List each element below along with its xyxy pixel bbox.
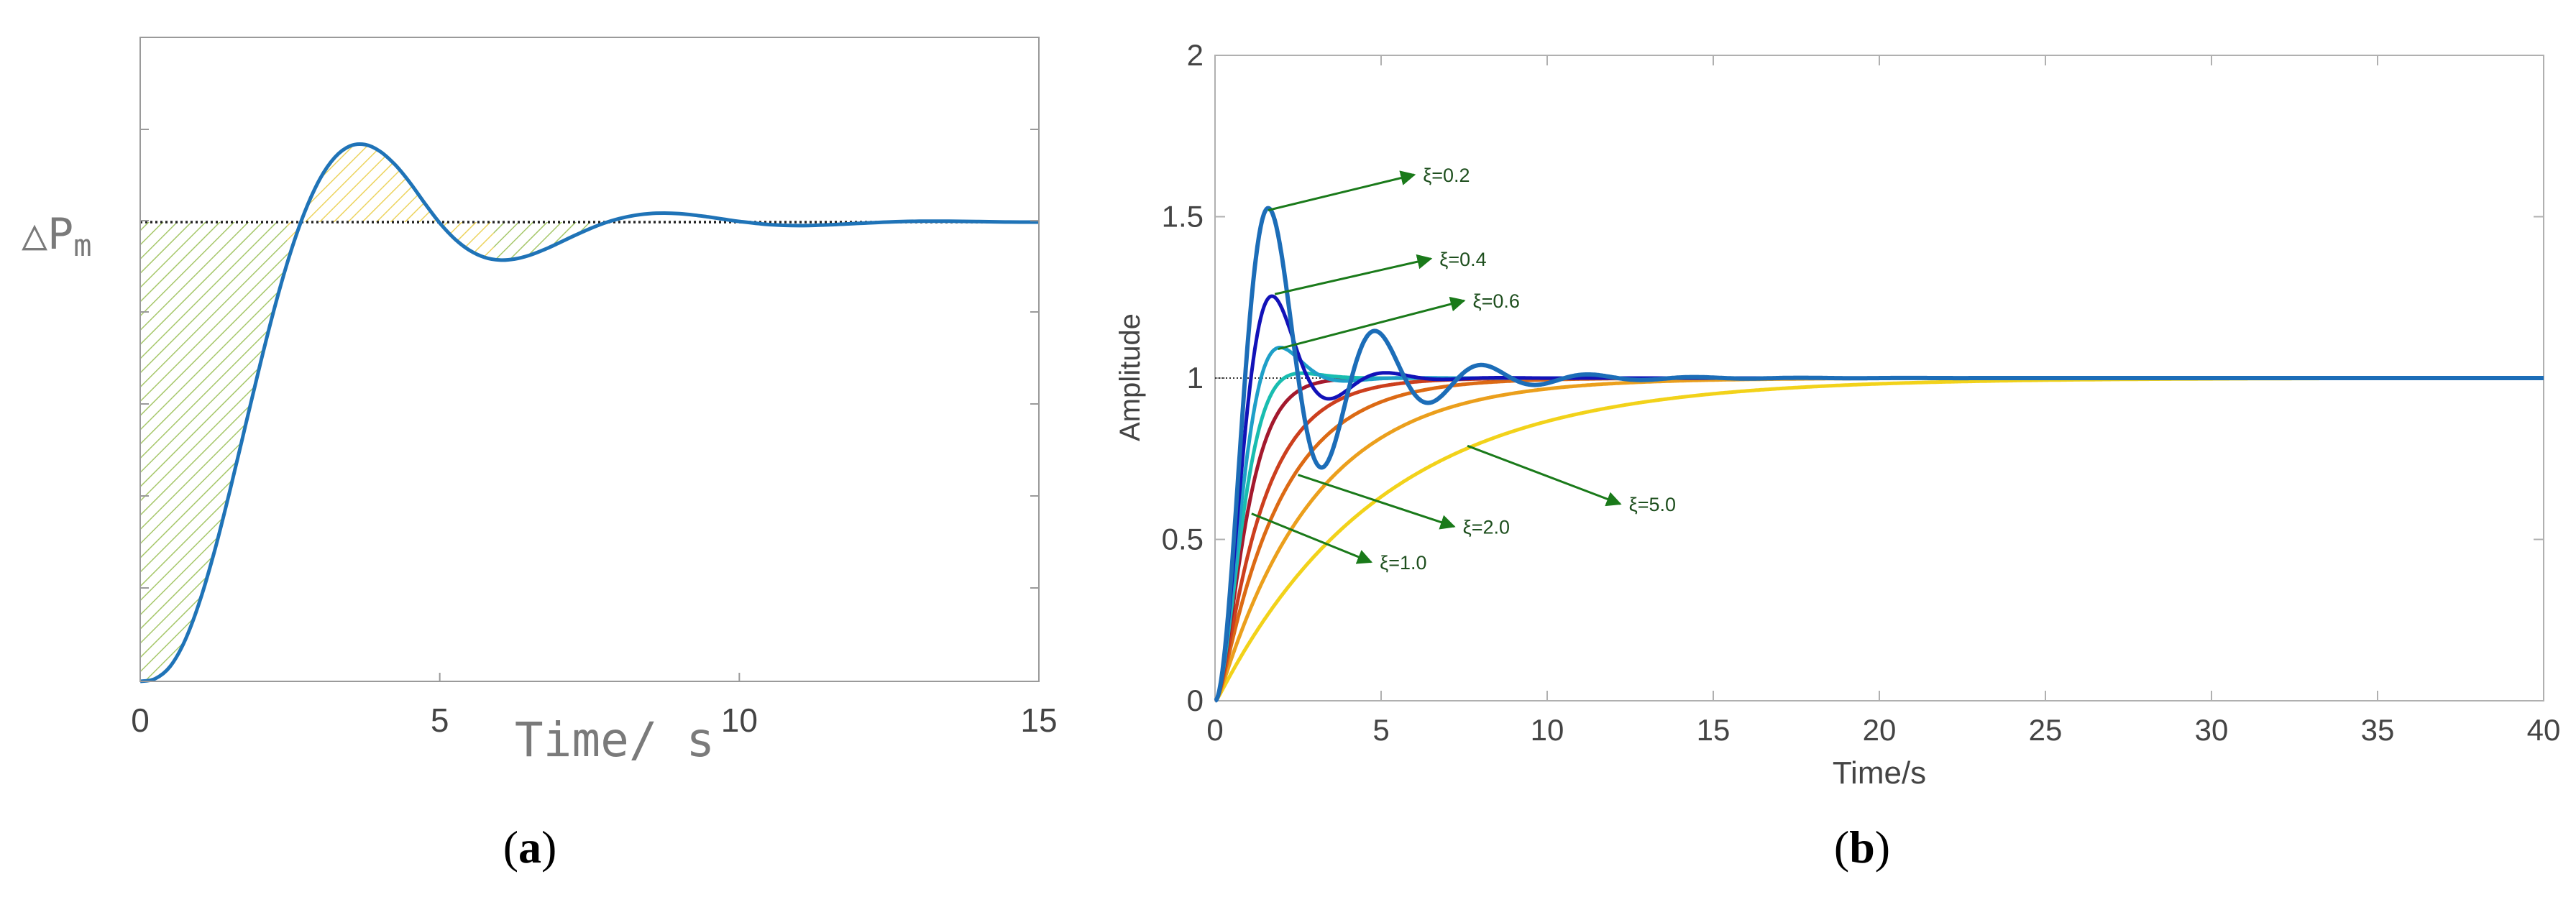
panel-a-y-axis-label: △Pm: [22, 209, 92, 263]
panel-b-x-tick-label-0: 0: [1206, 713, 1223, 747]
panel-b-series-5: [1214, 376, 2544, 703]
panel-a-chart: 0 5 10 15 △Pm Time/ s (a): [22, 37, 1058, 873]
panel-b-caption: (b): [1834, 822, 1890, 873]
panel-b-x-tick-label-2: 10: [1531, 713, 1564, 747]
panel-a-response-curve: [139, 142, 1040, 684]
panel-b-x-tick-label-1: 5: [1372, 713, 1389, 747]
panel-a-x-tick-label-2: 10: [721, 702, 758, 739]
panel-b-x-axis-label: Time/s: [1833, 755, 1926, 791]
panel-b-x-tick-label-3: 15: [1697, 713, 1731, 747]
panel-a-axes-box: [139, 37, 1040, 682]
panel-b-ticks: 0 5 10 15 20 25 30 35 40 0 0.5 1 1.5 2: [1162, 38, 2561, 747]
panel-b-annotation-arrow-3: [1251, 512, 1373, 564]
panel-a-shaded-region-0: [140, 222, 288, 681]
panel-b-annotation-arrow-5: [1467, 444, 1622, 507]
panel-a-caption: (a): [503, 822, 557, 873]
panel-b-x-tick-label-5: 25: [2029, 713, 2063, 747]
panel-b-series-2: [1214, 376, 2544, 703]
panel-b-x-tick-label-7: 35: [2361, 713, 2395, 747]
panel-a-x-tick-label-0: 0: [131, 702, 150, 739]
panel-b-y-axis-label: Amplitude: [1114, 313, 1146, 441]
panel-a-x-tick-label-1: 5: [431, 702, 449, 739]
panel-b-x-tick-label-4: 20: [1863, 713, 1897, 747]
panel-b-series-1: [1214, 376, 2544, 703]
panel-a-x-tick-label-3: 15: [1020, 702, 1057, 739]
panel-b-series-0-2: [1214, 206, 2544, 703]
panel-b-y-tick-label-1: 0.5: [1162, 523, 1204, 556]
panel-a-x-ticks: 0 5 10 15: [131, 673, 1058, 739]
panel-b-series-0-6: [1214, 346, 2544, 703]
panel-b-annotation-label-5: ξ=5.0: [1629, 494, 1676, 515]
panel-b-y-tick-label-2: 1: [1187, 361, 1204, 395]
panel-b-y-tick-label-0: 0: [1187, 684, 1204, 717]
panel-b-series-lines: [1214, 206, 2544, 703]
panel-b-series-0-4: [1214, 294, 2544, 703]
panel-b-annotation-label-0: ξ=0.2: [1423, 165, 1470, 186]
panel-b-annotation-arrow-2: [1278, 296, 1466, 351]
panel-b-annotations: ξ=0.2 ξ=0.4 ξ=0.6 ξ=1.0 ξ=2.0 ξ=5.0: [1251, 165, 1676, 574]
panel-b-annotation-label-1: ξ=0.4: [1439, 249, 1486, 270]
panel-b-x-tick-label-8: 40: [2527, 713, 2561, 747]
panel-b-annotation-arrow-1: [1274, 254, 1433, 295]
panel-b-annotation-arrow-0: [1268, 170, 1416, 211]
panel-b-annotation-label-2: ξ=0.6: [1473, 290, 1520, 312]
panel-b-series-3: [1214, 376, 2544, 703]
panel-b-y-tick-label-4: 2: [1187, 38, 1204, 72]
panel-b-annotation-label-4: ξ=2.0: [1463, 517, 1510, 538]
panel-b-annotation-arrow-4: [1298, 474, 1456, 530]
panel-b-x-tick-label-6: 30: [2195, 713, 2229, 747]
panel-b-annotation-label-3: ξ=1.0: [1380, 552, 1426, 574]
panel-a-shaded-areas: [140, 144, 620, 681]
panel-b-series-1-5: [1214, 376, 2544, 703]
panel-b-y-tick-label-3: 1.5: [1162, 200, 1204, 234]
panel-a-x-axis-label: Time/ s: [515, 712, 715, 768]
panel-a-y-ticks: [140, 37, 1039, 682]
panel-a-shaded-region-1: [287, 144, 494, 265]
